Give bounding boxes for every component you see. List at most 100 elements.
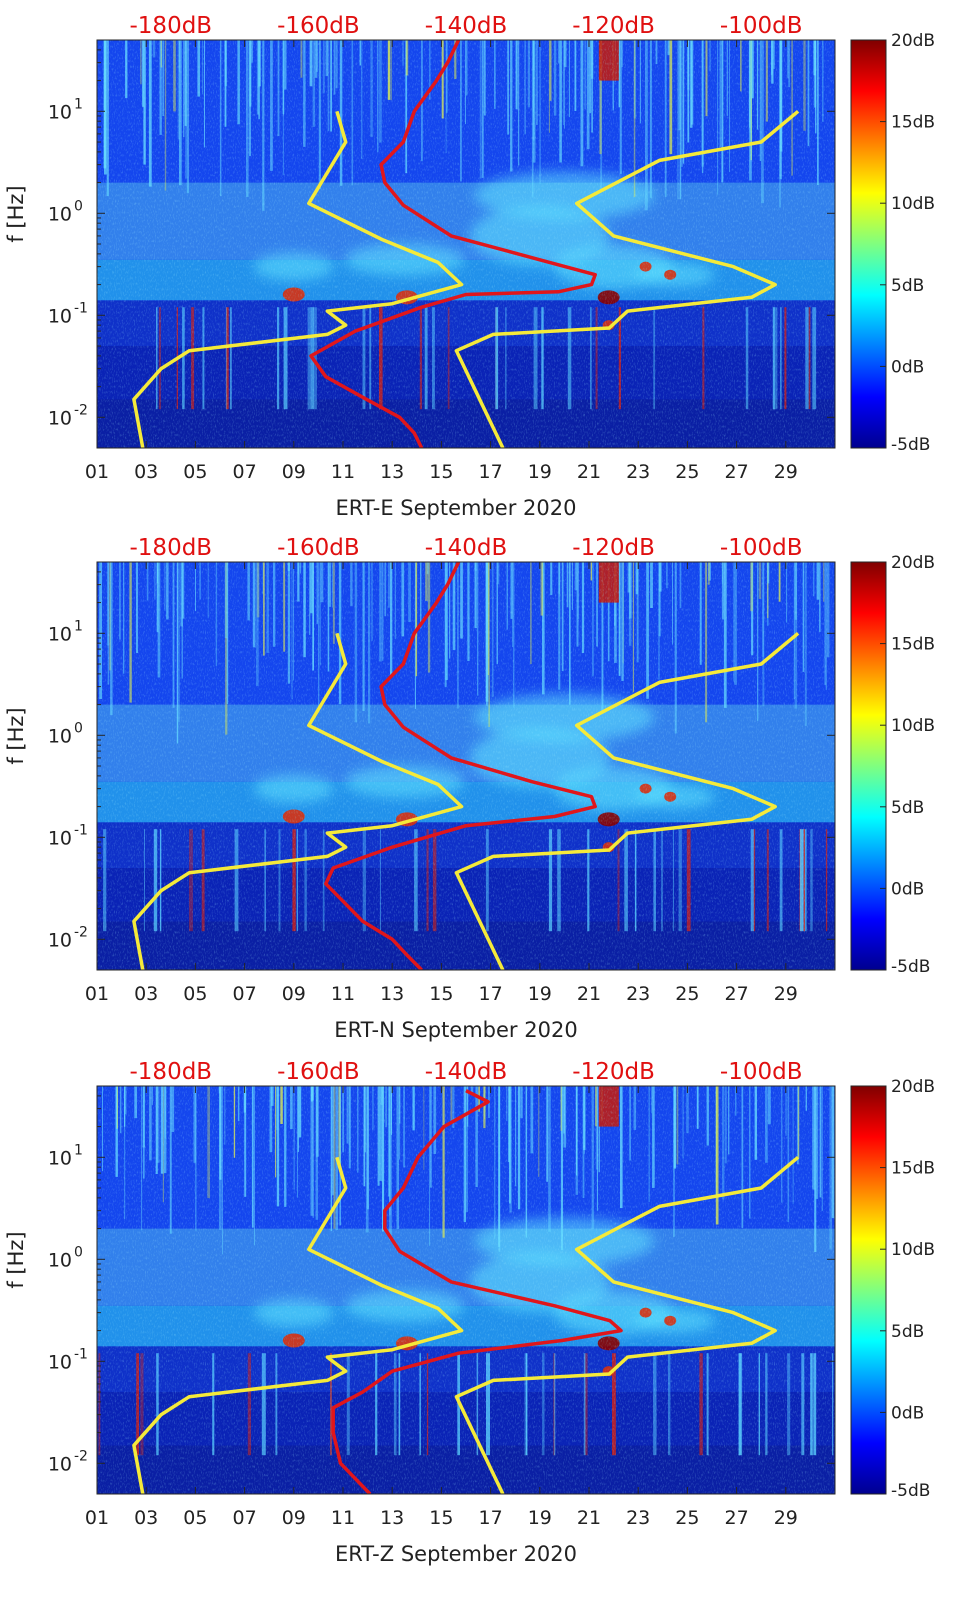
colorbar: 20dB 15dB 10dB 5dB 0dB -5dB xyxy=(850,31,935,455)
top-db-label: -100dB xyxy=(720,535,803,561)
x-tick-label: 13 xyxy=(380,983,404,1005)
top-db-label: -160dB xyxy=(277,13,360,39)
low-noise-model-line xyxy=(132,632,464,970)
x-tick-label: 25 xyxy=(675,983,699,1005)
x-tick-label: 29 xyxy=(774,1507,798,1529)
x-tick-label: 17 xyxy=(479,1507,503,1529)
x-tick-label: 11 xyxy=(331,461,355,483)
y-tick-label: 10 1 xyxy=(48,618,83,645)
x-tick-label: 19 xyxy=(528,461,552,483)
x-tick-label: 19 xyxy=(528,1507,552,1529)
y-axis-title: f [Hz] xyxy=(4,1231,28,1288)
x-tick-label: 05 xyxy=(183,983,207,1005)
colorbar-tick-label: 20dB xyxy=(891,1077,935,1097)
y-tick-label: 10 -2 xyxy=(48,1448,88,1475)
y-tick-label: 10 -2 xyxy=(48,924,88,951)
colorbar-tick-label: 15dB xyxy=(891,1159,935,1179)
station-psd-line xyxy=(331,1089,623,1494)
spectrogram-panel-3: -180dB -160dB -140dB -120dB -100dB 01 03 05 07 09… xyxy=(4,1059,935,1566)
x-tick-label: 23 xyxy=(626,1507,650,1529)
spectrogram-image xyxy=(97,1086,835,1494)
x-tick-label: 09 xyxy=(282,1507,306,1529)
colorbar-tick-label: 5dB xyxy=(891,276,924,296)
x-tick-label: 05 xyxy=(183,1507,207,1529)
x-tick-label: 03 xyxy=(134,983,158,1005)
colorbar-tick-label: -5dB xyxy=(891,957,930,977)
x-tick-label: 03 xyxy=(134,461,158,483)
y-tick-label: 10 -1 xyxy=(48,300,88,327)
top-db-label: -100dB xyxy=(720,1059,803,1085)
x-tick-label: 27 xyxy=(725,1507,749,1529)
top-db-label: -140dB xyxy=(425,13,508,39)
y-tick-label: 10 0 xyxy=(48,1244,83,1271)
x-tick-label: 07 xyxy=(233,1507,257,1529)
top-db-label: -160dB xyxy=(277,1059,360,1085)
x-tick-label: 21 xyxy=(577,1507,601,1529)
x-tick-label: 03 xyxy=(134,1507,158,1529)
x-tick-label: 17 xyxy=(479,461,503,483)
colorbar-tick-label: 0dB xyxy=(891,879,924,899)
x-axis-title: ERT-E September 2020 xyxy=(336,496,577,520)
colorbar-tick-label: -5dB xyxy=(891,1481,930,1501)
top-db-label: -140dB xyxy=(425,1059,508,1085)
x-tick-label: 27 xyxy=(725,461,749,483)
x-tick-label: 29 xyxy=(774,983,798,1005)
top-db-label: -120dB xyxy=(572,13,655,39)
x-tick-label: 01 xyxy=(85,1507,109,1529)
high-noise-model-line xyxy=(454,631,800,970)
top-db-label: -180dB xyxy=(130,13,213,39)
colorbar-tick-label: 15dB xyxy=(891,635,935,655)
x-tick-label: 05 xyxy=(183,461,207,483)
x-tick-label: 01 xyxy=(85,461,109,483)
x-tick-label: 13 xyxy=(380,1507,404,1529)
y-axis-title: f [Hz] xyxy=(4,185,28,242)
station-psd-line xyxy=(309,40,597,448)
x-tick-label: 15 xyxy=(429,461,453,483)
x-tick-label: 07 xyxy=(233,461,257,483)
x-tick-label: 21 xyxy=(577,983,601,1005)
colorbar-tick-label: 20dB xyxy=(891,31,935,51)
colorbar-tick-label: 10dB xyxy=(891,716,935,736)
colorbar-tick-label: 0dB xyxy=(891,1403,924,1423)
x-tick-label: 23 xyxy=(626,461,650,483)
x-tick-label: 13 xyxy=(380,461,404,483)
y-tick-label: 10 1 xyxy=(48,1142,83,1169)
top-db-label: -180dB xyxy=(130,535,213,561)
x-tick-label: 23 xyxy=(626,983,650,1005)
x-tick-label: 15 xyxy=(429,983,453,1005)
x-tick-label: 21 xyxy=(577,461,601,483)
y-tick-label: 10 -2 xyxy=(48,402,88,429)
colorbar-tick-label: 5dB xyxy=(891,1322,924,1342)
spectrogram-panel-1: -180dB -160dB -140dB -120dB -100dB 01 03 05 07 09… xyxy=(4,13,935,520)
x-tick-label: 15 xyxy=(429,1507,453,1529)
x-tick-label: 19 xyxy=(528,983,552,1005)
y-tick-label: 10 -1 xyxy=(48,1346,88,1373)
x-tick-label: 27 xyxy=(725,983,749,1005)
colorbar-tick-label: 5dB xyxy=(891,798,924,818)
colorbar-tick-label: 20dB xyxy=(891,553,935,573)
station-psd-line xyxy=(324,562,597,970)
x-tick-label: 25 xyxy=(675,461,699,483)
x-tick-label: 07 xyxy=(233,983,257,1005)
colorbar-tick-label: -5dB xyxy=(891,435,930,455)
y-tick-label: 10 1 xyxy=(48,96,83,123)
x-tick-label: 17 xyxy=(479,983,503,1005)
x-tick-label: 11 xyxy=(331,983,355,1005)
x-tick-label: 09 xyxy=(282,983,306,1005)
x-axis-title: ERT-N September 2020 xyxy=(334,1018,577,1042)
low-noise-model-line xyxy=(132,110,464,448)
spectrogram-image xyxy=(97,40,835,448)
y-axis-title: f [Hz] xyxy=(4,707,28,764)
top-db-label: -100dB xyxy=(720,13,803,39)
y-tick-label: 10 -1 xyxy=(48,822,88,849)
x-tick-label: 01 xyxy=(85,983,109,1005)
top-db-label: -160dB xyxy=(277,535,360,561)
spectrogram-panel-2: -180dB -160dB -140dB -120dB -100dB 01 03 05 07 09… xyxy=(4,535,935,1042)
spectrogram-image xyxy=(97,562,835,970)
colorbar-tick-label: 10dB xyxy=(891,194,935,214)
colorbar-tick-label: 15dB xyxy=(891,113,935,133)
high-noise-model-line xyxy=(454,109,800,448)
x-axis-title: ERT-Z September 2020 xyxy=(335,1542,577,1566)
low-noise-model-line xyxy=(132,1156,464,1494)
